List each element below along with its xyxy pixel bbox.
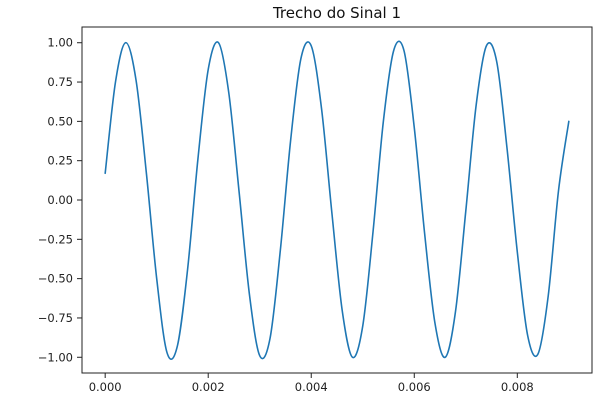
x-tick-label: 0.002 — [192, 380, 225, 394]
y-tick-label: 0.75 — [47, 75, 73, 89]
y-tick-label: −0.25 — [38, 232, 73, 246]
y-tick-label: 1.00 — [47, 36, 73, 50]
x-tick-label: 0.006 — [398, 380, 431, 394]
series-line — [104, 40, 570, 360]
y-tick-label: −0.75 — [38, 311, 73, 325]
y-tick-label: −0.50 — [38, 272, 73, 286]
y-tick-label: 0.00 — [47, 193, 73, 207]
plot-frame — [81, 26, 593, 374]
x-tick-label: 0.000 — [89, 380, 122, 394]
x-tick-label: 0.004 — [295, 380, 328, 394]
y-tick-label: 0.50 — [47, 114, 73, 128]
y-tick-label: −1.00 — [38, 350, 73, 364]
chart-title: Trecho do Sinal 1 — [272, 4, 402, 22]
y-tick-label: 0.25 — [47, 154, 73, 168]
x-tick-label: 0.008 — [501, 380, 534, 394]
